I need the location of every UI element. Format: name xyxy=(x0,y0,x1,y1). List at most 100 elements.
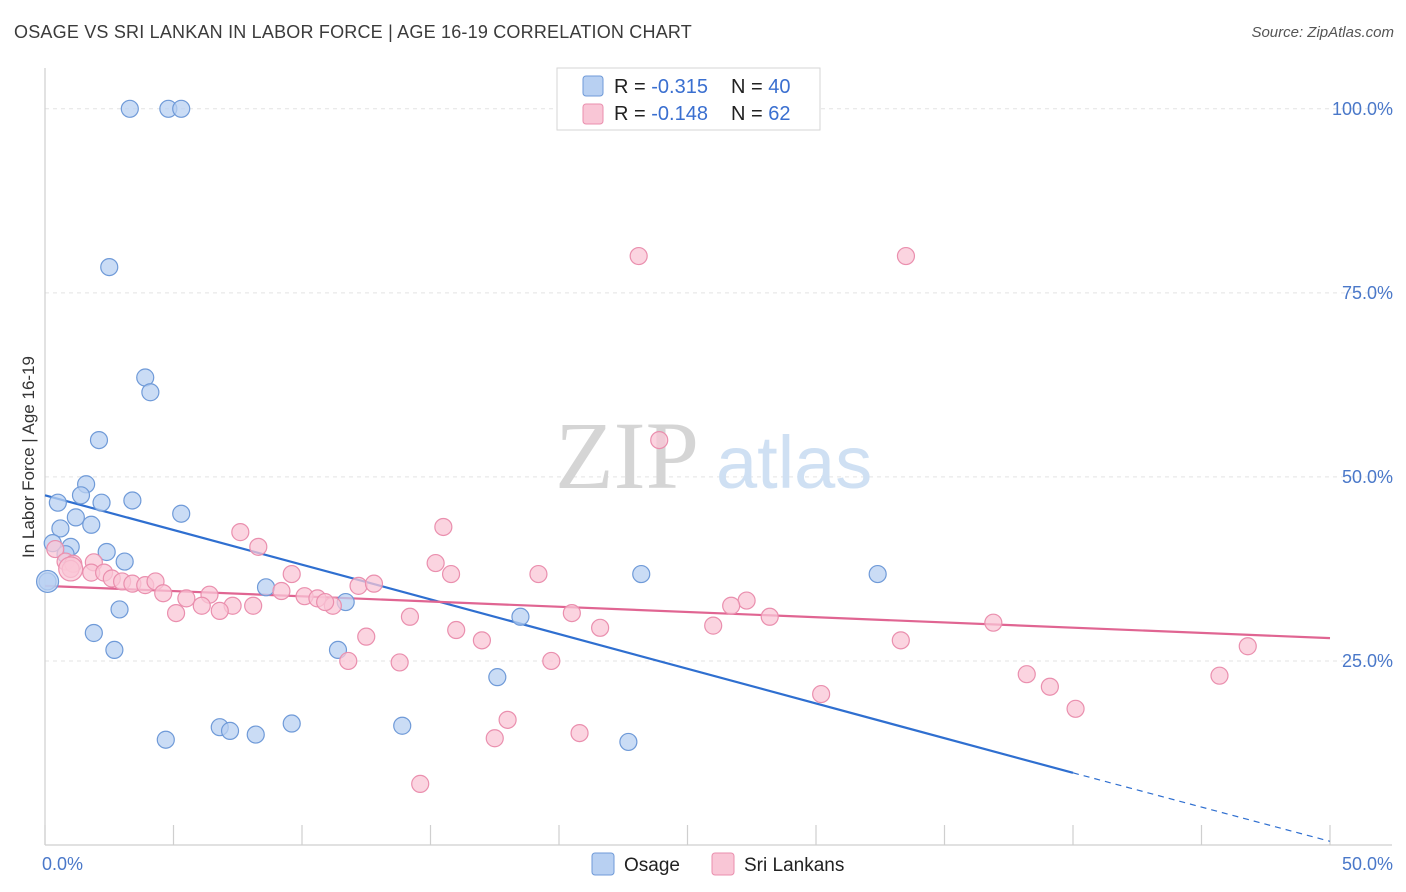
sri-lankan-point xyxy=(650,430,669,450)
osage-point xyxy=(84,623,103,643)
data-points xyxy=(35,99,1257,793)
osage-point xyxy=(220,721,240,740)
sri-lankan-point xyxy=(441,564,461,584)
legend-r-label: R = xyxy=(614,76,651,98)
watermark: ZIP atlas xyxy=(555,402,872,509)
osage-point xyxy=(282,714,301,733)
osage-point xyxy=(89,430,109,450)
sri-lankan-point xyxy=(562,603,581,623)
tick-labels: 25.0% 50.0% 75.0% 100.0% 0.0% 50.0% xyxy=(42,99,1393,874)
sri-lankan-point xyxy=(58,556,84,582)
sri-lankan-point xyxy=(154,584,173,603)
sri-lankan-point xyxy=(1066,699,1085,718)
sri-lankan-point xyxy=(244,596,263,615)
sri-lankan-point xyxy=(760,607,779,626)
sri-lankan-point xyxy=(282,564,301,584)
bottom-legend-swatch-sri-lankans xyxy=(711,852,735,876)
osage-point xyxy=(172,99,191,118)
legend-swatch-sri-lankans xyxy=(582,103,604,125)
sri-lankan-point xyxy=(210,601,229,620)
sri-lankan-point xyxy=(231,523,250,542)
sri-lankan-point xyxy=(1040,677,1059,696)
chart-title: OSAGE VS SRI LANKAN IN LABOR FORCE | AGE… xyxy=(14,22,692,42)
osage-point xyxy=(97,542,116,562)
legend-n-sri-lankans: N = 62 xyxy=(731,103,791,125)
bottom-legend-label-sri-lankans: Sri Lankans xyxy=(744,855,844,876)
osage-point xyxy=(868,564,887,584)
sri-lankan-point xyxy=(891,631,910,650)
legend-r-value: -0.148 xyxy=(651,103,708,125)
sri-lankan-point xyxy=(316,592,335,612)
sri-lankan-point xyxy=(722,596,741,615)
y-tick-label: 25.0% xyxy=(1342,651,1393,671)
sri-lankan-point xyxy=(896,246,916,266)
legend-n-label: N = xyxy=(731,76,768,98)
osage-point xyxy=(120,99,139,118)
x-tick-label-left: 0.0% xyxy=(42,854,83,874)
sri-lankan-point xyxy=(46,539,65,559)
sri-lankan-point xyxy=(357,627,376,646)
osage-point xyxy=(35,569,60,594)
sri-lankan-point xyxy=(591,618,610,637)
sri-lankan-point xyxy=(1017,665,1036,684)
osage-point xyxy=(632,564,651,584)
watermark-atlas: atlas xyxy=(716,421,872,504)
osage-point xyxy=(246,725,265,744)
legend-n-value: 40 xyxy=(768,76,790,98)
osage-point xyxy=(256,578,276,597)
sri-lankan-point xyxy=(349,576,368,595)
sri-lankan-point xyxy=(812,684,831,704)
sri-lankan-point xyxy=(570,723,589,743)
chart-source: Source: ZipAtlas.com xyxy=(1251,24,1394,41)
sri-lankan-point xyxy=(485,729,504,748)
sri-lankan-point xyxy=(447,620,466,640)
sri-lankan-point xyxy=(192,596,211,615)
sri-lankan-point xyxy=(1238,637,1257,656)
sri-lankan-point xyxy=(272,581,291,601)
legend-n-label: N = xyxy=(731,103,768,125)
osage-point xyxy=(619,732,638,752)
bottom-legend-label-osage: Osage xyxy=(624,855,680,876)
legend-r-label: R = xyxy=(614,103,651,125)
trend-lines xyxy=(44,494,1331,842)
osage-point xyxy=(105,640,124,660)
legend-n-value: 62 xyxy=(768,103,790,125)
axes xyxy=(44,68,1392,846)
sri-lankan-point xyxy=(542,651,561,671)
bottom-legend-swatch-osage xyxy=(591,852,615,876)
sri-lankan-point xyxy=(529,564,548,584)
sri-lankan-point xyxy=(498,710,517,729)
legend-r-value: -0.315 xyxy=(651,76,708,98)
watermark-zip: ZIP xyxy=(555,402,699,509)
osage-point xyxy=(115,552,134,571)
y-tick-label: 100.0% xyxy=(1332,99,1393,119)
sri-lankan-point xyxy=(364,574,384,593)
sri-lankan-point xyxy=(400,607,420,626)
sri-lankan-trend-line xyxy=(44,584,1331,640)
sri-lankan-point xyxy=(166,603,186,623)
osage-point xyxy=(141,383,160,402)
osage-point xyxy=(488,668,507,687)
osage-point xyxy=(92,493,111,512)
sri-lankan-point xyxy=(629,246,648,266)
y-tick-label: 50.0% xyxy=(1342,467,1393,487)
osage-trend-line xyxy=(44,494,1074,774)
osage-point xyxy=(156,730,175,749)
legend-n-osage: N = 40 xyxy=(731,76,791,98)
sri-lankan-point xyxy=(249,537,268,556)
x-tick-label-right: 50.0% xyxy=(1342,854,1393,874)
sri-lankan-point xyxy=(1210,666,1229,685)
legend-row-osage: R = -0.315 xyxy=(614,76,708,98)
y-tick-label: 75.0% xyxy=(1342,283,1393,303)
legend-row-sri-lankans: R = -0.148 xyxy=(614,103,708,125)
osage-point xyxy=(123,491,142,510)
osage-point xyxy=(100,257,119,277)
osage-point xyxy=(66,508,85,527)
sri-lankan-point xyxy=(737,591,756,610)
osage-point xyxy=(82,515,101,534)
sri-lankan-point xyxy=(426,553,445,573)
legend-box: R = -0.315 N = 40 R = -0.148 N = 62 xyxy=(556,67,821,131)
osage-point xyxy=(110,600,129,619)
gridlines xyxy=(45,108,1392,662)
